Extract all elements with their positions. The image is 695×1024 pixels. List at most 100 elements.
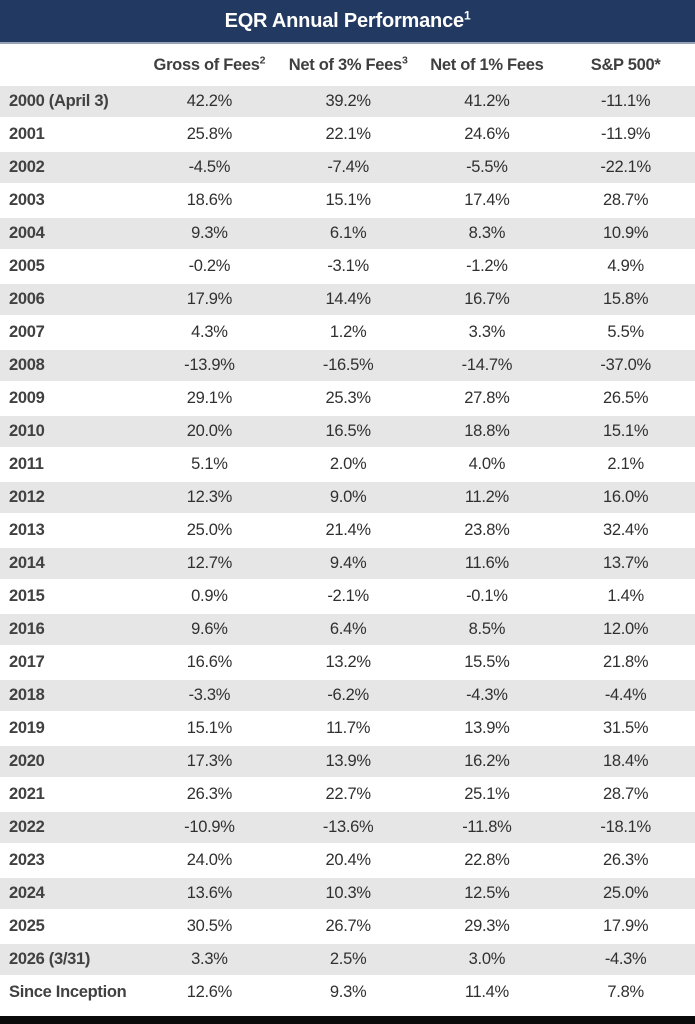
table-row: 2012 12.3% 9.0% 11.2% 16.0% — [0, 482, 695, 515]
table-row: 2015 0.9% -2.1% -0.1% 1.4% — [0, 581, 695, 614]
value-cell: 21.8% — [556, 647, 695, 680]
value-cell: 25.1% — [417, 779, 557, 812]
value-cell: -1.2% — [417, 251, 557, 284]
row-label: 2024 — [0, 878, 140, 911]
value-cell: 30.5% — [140, 911, 279, 944]
table-row: 2008 -13.9% -16.5% -14.7% -37.0% — [0, 350, 695, 383]
value-cell: 12.5% — [417, 878, 557, 911]
value-cell: -4.3% — [556, 944, 695, 977]
value-cell: -11.8% — [417, 812, 557, 845]
column-header-net-1pct-fees: Net of 1% Fees — [417, 44, 557, 86]
value-cell: 7.8% — [556, 977, 695, 1010]
value-cell: 16.7% — [417, 284, 557, 317]
table-row: 2018 -3.3% -6.2% -4.3% -4.4% — [0, 680, 695, 713]
row-label: 2005 — [0, 251, 140, 284]
value-cell: -3.1% — [278, 251, 418, 284]
value-cell: 17.4% — [417, 185, 557, 218]
value-cell: 6.1% — [278, 218, 418, 251]
value-cell: 29.3% — [417, 911, 557, 944]
value-cell: 4.9% — [556, 251, 695, 284]
value-cell: 15.5% — [417, 647, 557, 680]
value-cell: 16.6% — [140, 647, 279, 680]
table-row: 2001 25.8% 22.1% 24.6% -11.9% — [0, 119, 695, 152]
value-cell: -4.4% — [556, 680, 695, 713]
table-body: 2000 (April 3) 42.2% 39.2% 41.2% -11.1% 2001 2… — [0, 86, 695, 1010]
value-cell: 10.9% — [556, 218, 695, 251]
value-cell: 27.8% — [417, 383, 557, 416]
value-cell: 12.7% — [140, 548, 279, 581]
value-cell: 13.2% — [278, 647, 418, 680]
table-row: 2013 25.0% 21.4% 23.8% 32.4% — [0, 515, 695, 548]
row-label: 2004 — [0, 218, 140, 251]
value-cell: 22.7% — [278, 779, 418, 812]
row-label: 2018 — [0, 680, 140, 713]
row-label: 2007 — [0, 317, 140, 350]
performance-table: Gross of Fees2 Net of 3% Fees3 Net of 1%… — [0, 44, 695, 1010]
value-cell: 2.1% — [556, 449, 695, 482]
value-cell: 17.9% — [140, 284, 279, 317]
table-row: 2003 18.6% 15.1% 17.4% 28.7% — [0, 185, 695, 218]
value-cell: 25.8% — [140, 119, 279, 152]
row-label: 2014 — [0, 548, 140, 581]
row-label: 2006 — [0, 284, 140, 317]
table-row: 2011 5.1% 2.0% 4.0% 2.1% — [0, 449, 695, 482]
column-header-sp500: S&P 500* — [556, 44, 695, 86]
value-cell: 12.0% — [556, 614, 695, 647]
value-cell: -14.7% — [417, 350, 557, 383]
value-cell: 42.2% — [140, 86, 279, 119]
value-cell: 28.7% — [556, 185, 695, 218]
value-cell: 6.4% — [278, 614, 418, 647]
value-cell: 41.2% — [417, 86, 557, 119]
title-footnote-marker: 1 — [463, 7, 471, 22]
table-row: 2007 4.3% 1.2% 3.3% 5.5% — [0, 317, 695, 350]
value-cell: 9.0% — [278, 482, 418, 515]
row-label: 2000 (April 3) — [0, 86, 140, 119]
row-label: 2019 — [0, 713, 140, 746]
table-row: 2022 -10.9% -13.6% -11.8% -18.1% — [0, 812, 695, 845]
value-cell: 26.7% — [278, 911, 418, 944]
value-cell: 22.1% — [278, 119, 418, 152]
row-label: 2023 — [0, 845, 140, 878]
value-cell: 15.1% — [140, 713, 279, 746]
value-cell: -13.6% — [278, 812, 418, 845]
row-label: 2003 — [0, 185, 140, 218]
row-label: 2020 — [0, 746, 140, 779]
value-cell: 17.9% — [556, 911, 695, 944]
column-header-label: Net of 1% Fees — [430, 55, 544, 74]
value-cell: -5.5% — [417, 152, 557, 185]
value-cell: 29.1% — [140, 383, 279, 416]
value-cell: -16.5% — [278, 350, 418, 383]
value-cell: -0.2% — [140, 251, 279, 284]
footnote-marker: 3 — [401, 54, 408, 66]
value-cell: -6.2% — [278, 680, 418, 713]
value-cell: 24.6% — [417, 119, 557, 152]
row-label: Since Inception — [0, 977, 140, 1010]
value-cell: 11.7% — [278, 713, 418, 746]
table-row: 2021 26.3% 22.7% 25.1% 28.7% — [0, 779, 695, 812]
table-row: 2009 29.1% 25.3% 27.8% 26.5% — [0, 383, 695, 416]
value-cell: 39.2% — [278, 86, 418, 119]
value-cell: 24.0% — [140, 845, 279, 878]
value-cell: 26.3% — [556, 845, 695, 878]
value-cell: 3.3% — [417, 317, 557, 350]
value-cell: 13.7% — [556, 548, 695, 581]
row-label: 2012 — [0, 482, 140, 515]
value-cell: 2.5% — [278, 944, 418, 977]
value-cell: 9.3% — [140, 218, 279, 251]
value-cell: 2.0% — [278, 449, 418, 482]
row-label: 2025 — [0, 911, 140, 944]
value-cell: 22.8% — [417, 845, 557, 878]
value-cell: 13.6% — [140, 878, 279, 911]
value-cell: 18.6% — [140, 185, 279, 218]
value-cell: 32.4% — [556, 515, 695, 548]
row-label: 2026 (3/31) — [0, 944, 140, 977]
column-header-label: Net of 3% Fees — [288, 55, 402, 74]
value-cell: 21.4% — [278, 515, 418, 548]
table-row: 2023 24.0% 20.4% 22.8% 26.3% — [0, 845, 695, 878]
table-title-text: EQR Annual Performance — [224, 9, 465, 32]
row-label: 2010 — [0, 416, 140, 449]
value-cell: 8.3% — [417, 218, 557, 251]
row-label: 2001 — [0, 119, 140, 152]
value-cell: 20.4% — [278, 845, 418, 878]
